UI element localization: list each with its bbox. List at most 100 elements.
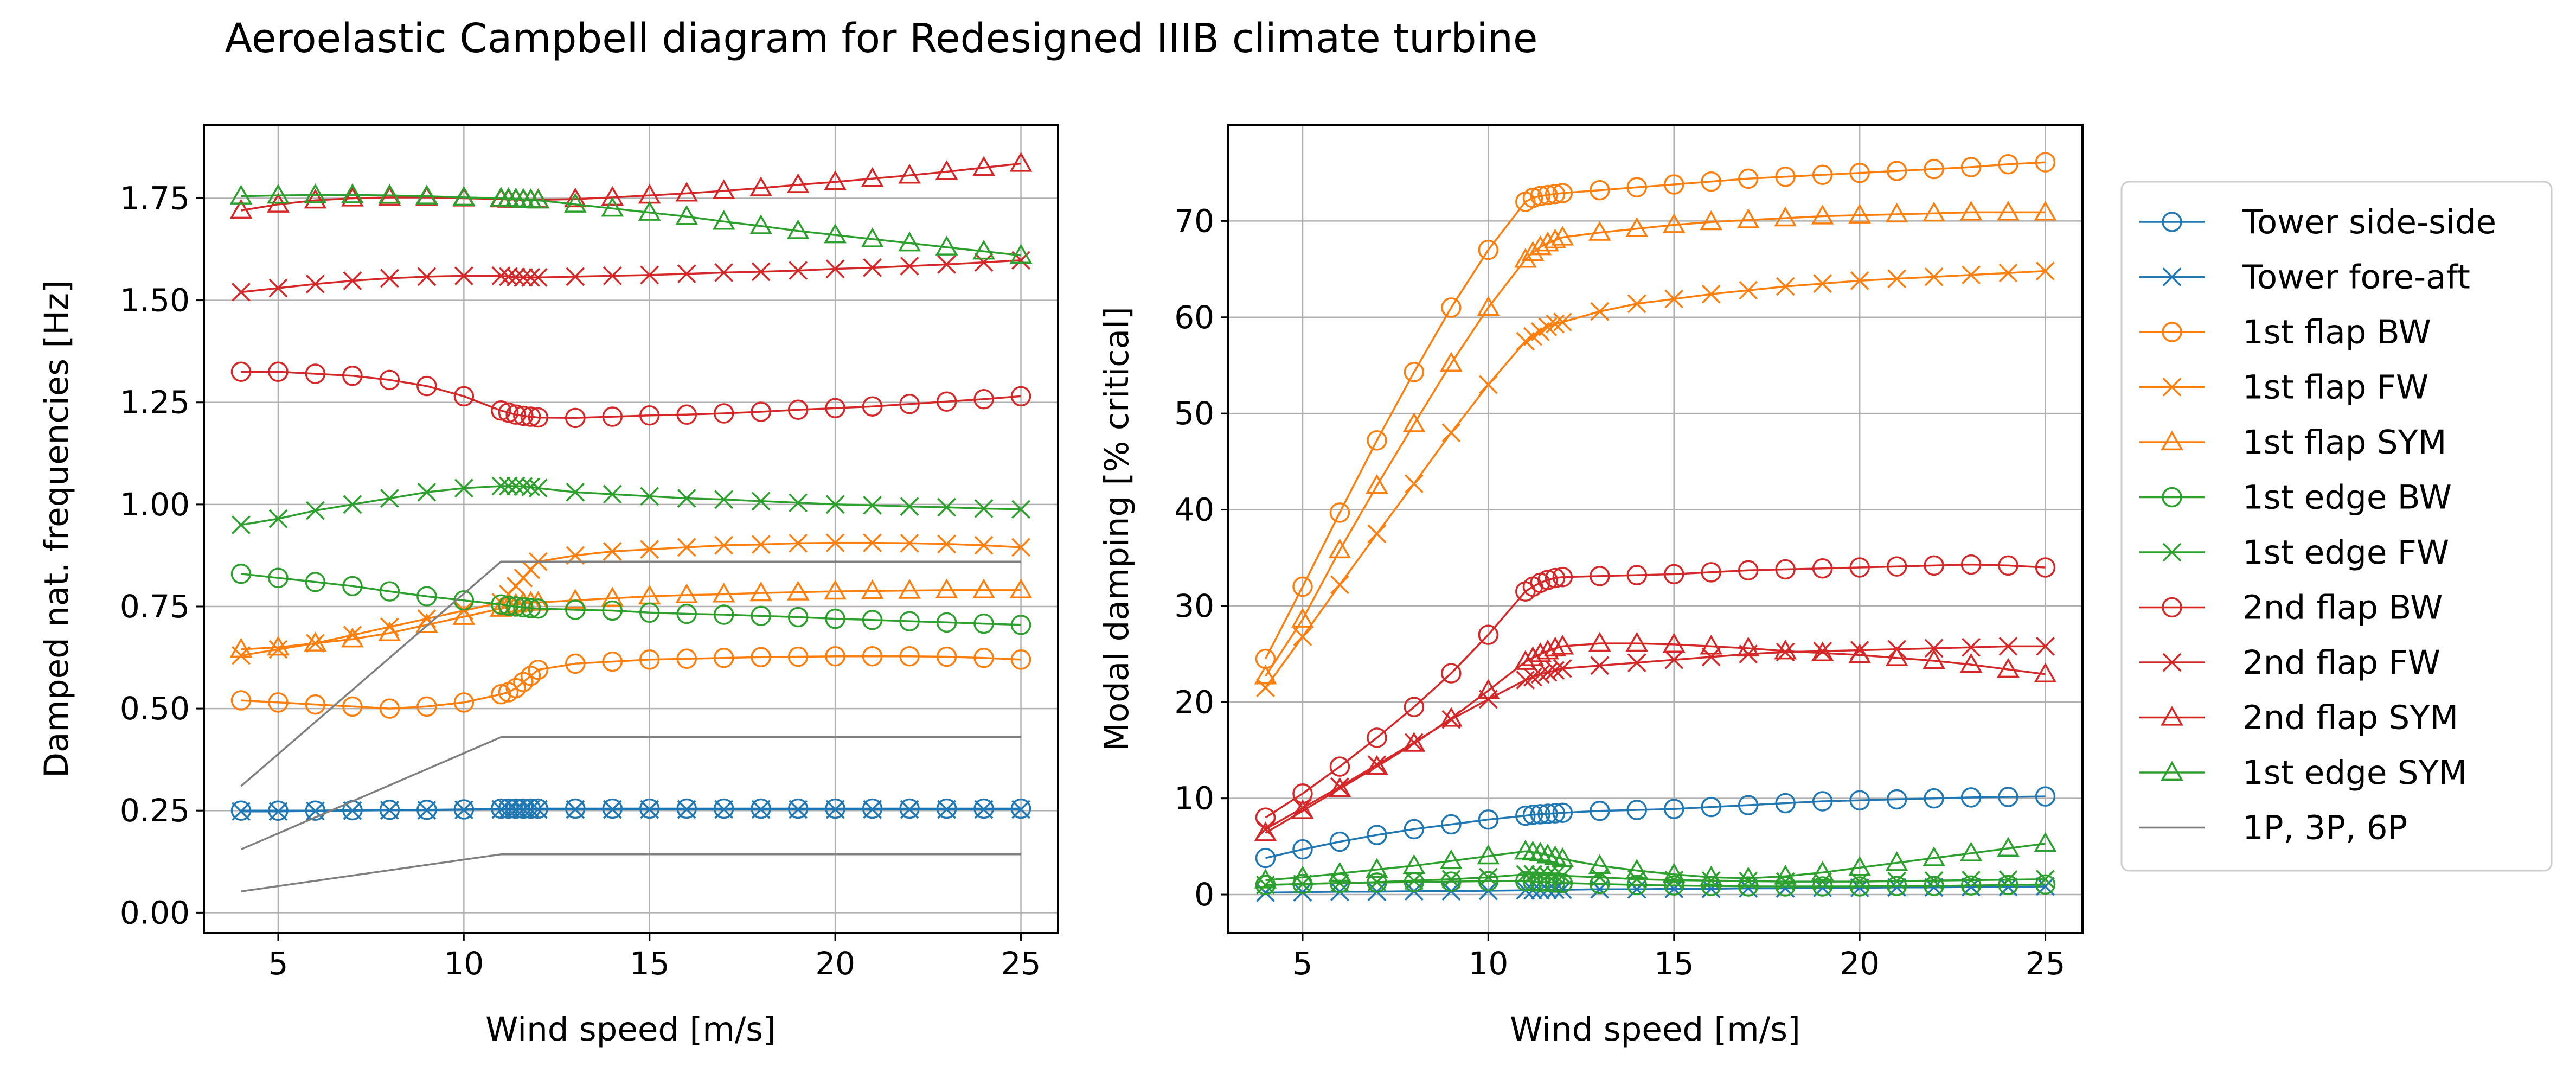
damping-plot-series-1st-flap-sym-point: [1923, 201, 1945, 222]
frequency-plot-series-1st-edge-bw-point: [565, 599, 586, 620]
damping-plot-series-2nd-flap-bw-point: [1545, 567, 1566, 589]
damping-plot-series-tower-side-side-point: [1886, 789, 1907, 810]
damping-plot-series-2nd-flap-sym-point: [1254, 821, 1277, 841]
frequency-plot-series-1st-edge-bw-point: [713, 604, 734, 625]
legend-entry-tower-side-side: Tower side-side: [2139, 203, 2496, 241]
legend-label: 2nd flap BW: [2242, 589, 2443, 627]
frequency-plot-series-1st-flap-sym: [229, 578, 1033, 658]
damping-plot-series-1st-edge-bw-point: [1886, 876, 1907, 896]
damping-plot-series-1st-flap-bw-point: [1329, 502, 1350, 523]
damping-plot-series-1st-flap-sym-point: [1254, 665, 1277, 685]
damping-plot-series-1st-flap-fw-point: [1776, 277, 1795, 296]
damping-plot-series-2nd-flap-fw-point: [1998, 637, 2018, 656]
damping-plot-series-1st-flap-bw-point: [2035, 152, 2056, 173]
damping-plot-series-1st-flap-sym-point: [1848, 203, 1871, 224]
frequency-plot-series-1st-flap-sym-point: [935, 578, 958, 599]
damping-plot-series-1st-edge-bw-point: [1590, 873, 1610, 895]
frequency-plot-series-1st-flap-bw-point: [453, 692, 475, 713]
frequency-plot-ticks: 5 10 15 20 25 0.00 0.25 0.50 0.75 1.00 1.25 1.50 1.7…: [120, 180, 1041, 982]
frequency-plot-series-1st-edge-fw-point: [521, 477, 540, 496]
frequency-plot-series-2nd-flap-fw-point: [751, 262, 771, 282]
damping-plot-series-1st-edge-sym-point: [1848, 856, 1871, 876]
damping-plot-series-tower-side-side-point: [1292, 839, 1313, 860]
frequency-plot-series-2nd-flap-sym-point: [675, 182, 699, 202]
frequency-plot-series-1st-edge-fw-point: [863, 495, 882, 515]
frequency-plot-series-2nd-flap-fw-point: [306, 275, 325, 293]
frequency-plot-series-tower-fore-aft-point: [714, 800, 734, 819]
damping-plot-series-1st-edge-sym-point: [1543, 845, 1567, 866]
frequency-plot-series-1st-edge-fw-point: [603, 484, 622, 504]
damping-plot-series-2nd-flap-bw-point: [2035, 557, 2056, 578]
frequency-plot-series-2nd-flap-bw-point: [498, 402, 519, 423]
legend-marker: [2162, 542, 2182, 562]
frequency-plot-series-1st-flap-sym-point: [1009, 578, 1033, 599]
damping-plot-series-1st-flap-sym-point: [1588, 221, 1611, 241]
frequency-plot-series-2nd-flap-fw-point: [974, 253, 994, 272]
damping-plot-series-2nd-flap-fw-point: [1516, 671, 1535, 690]
damping-plot-series-1st-flap-sym-point: [1551, 226, 1574, 246]
legend-label: 1st edge FW: [2242, 533, 2449, 572]
damping-plot-series-1st-edge-sym-point: [1885, 851, 1908, 871]
frequency-plot-series-1st-edge-bw-point: [602, 600, 623, 621]
damping-plot-series-2nd-flap-fw-point: [1701, 647, 1721, 667]
damping-plot: 5 10 15 20 25 0 10 20 30 40 50 60 70 Wind speed [m/s…: [1098, 124, 2084, 1049]
frequency-plot-series-1st-flap-fw-point: [825, 533, 845, 552]
damping-plot-series-1st-flap-sym-point: [1366, 474, 1388, 494]
frequency-plot-series-1st-flap-bw-line: [241, 655, 1021, 710]
frequency-plot-series-1st-flap-bw-point: [973, 648, 994, 668]
damping-plot-y-tick-label: 40: [1174, 492, 1214, 528]
frequency-plot-series-2nd-flap-fw-line: [241, 259, 1021, 293]
frequency-plot-series-1st-edge-fw-point: [751, 492, 771, 511]
damping-plot-series-1st-flap-sym-point: [1885, 202, 1908, 223]
legend-marker: [2162, 597, 2182, 618]
frequency-plot-x-tick-label: 10: [444, 945, 484, 982]
damping-plot-series-1st-edge-sym-point: [1521, 840, 1545, 861]
frequency-plot-series-2nd-flap-bw-point: [899, 393, 920, 414]
damping-plot-series-2nd-flap-sym-point: [1997, 658, 2020, 678]
damping-plot-series-1st-flap-fw-point: [1850, 271, 1869, 290]
damping-plot-series-2nd-flap-bw-point: [1738, 560, 1759, 581]
frequency-plot-series-2nd-flap-fw-point: [825, 259, 845, 279]
frequency-plot-y-tick-label: 1.00: [120, 486, 190, 523]
frequency-plot-series-1st-edge-sym-point: [378, 183, 401, 204]
frequency-plot-series-2nd-flap-sym-point: [749, 176, 773, 196]
damping-plot-series-2nd-flap-sym-point: [1736, 636, 1760, 657]
damping-plot-series-1st-edge-fw-point: [1405, 871, 1424, 890]
damping-plot-series-1st-edge-bw-point: [1812, 876, 1833, 897]
frequency-plot-series-1st-flap-bw-point: [505, 678, 526, 699]
damping-plot-series-1st-flap-bw-point: [1367, 430, 1387, 451]
damping-plot-series-1st-edge-bw-point: [1998, 875, 2018, 896]
damping-plot-y-axis-label: Modal damping [% critical]: [1098, 307, 1136, 751]
frequency-plot-series-1st-edge-fw-point: [454, 478, 473, 498]
frequency-plot-series-2nd-flap-bw-point: [565, 407, 586, 429]
frequency-plot-series-1st-edge-fw-point: [232, 515, 251, 534]
damping-plot-series-1st-edge-fw-point: [1998, 870, 2018, 889]
frequency-plot-x-tick-label: 5: [268, 945, 289, 982]
damping-plot-series-2nd-flap-bw-point: [1367, 727, 1387, 748]
frequency-plot-series-1st-edge-sym-point: [786, 219, 810, 239]
frequency-plot-series-1st-flap-bw-point: [528, 659, 549, 680]
damping-plot-series-tower-side-side-point: [1404, 819, 1425, 840]
frequency-plot-series-2nd-flap-bw-point: [513, 405, 534, 426]
damping-plot-series-1st-edge-bw-point: [1478, 871, 1499, 891]
damping-plot-series-2nd-flap-bw-point: [1886, 556, 1907, 577]
frequency-plot-series-tower-fore-aft-point: [232, 802, 251, 821]
frequency-plot-series-2nd-flap-bw-point: [602, 406, 623, 427]
frequency-plot-series-1st-edge-bw-point: [305, 572, 326, 592]
frequency-plot-series-1st-flap-fw-line: [241, 541, 1021, 657]
frequency-plot-series-1st-flap-bw-point: [379, 698, 400, 719]
frequency-plot-series-1st-edge-bw-point: [520, 598, 541, 618]
frequency-plot-series-harmonic-13-line: [240, 560, 1021, 787]
frequency-plot-series-2nd-flap-fw-point: [417, 267, 437, 286]
frequency-plot-y-tick-label: 0.25: [120, 792, 190, 829]
frequency-plot-series-1st-edge-fw-point: [566, 482, 585, 502]
damping-plot-series-1st-flap-sym-point: [1959, 201, 1983, 221]
damping-plot-series-1st-flap-bw-point: [1537, 184, 1558, 206]
damping-plot-series-tower-side-side-point: [1849, 790, 1870, 810]
frequency-plot-series-1st-edge-sym-point: [563, 193, 587, 213]
damping-plot-series-1st-flap-fw-point: [1590, 302, 1610, 321]
legend-label: 1st edge BW: [2242, 478, 2452, 517]
frequency-plot-series-1st-flap-sym-point: [786, 580, 810, 601]
frequency-plot-series-1st-flap-bw-point: [899, 646, 920, 667]
frequency-plot-series-2nd-flap-bw-point: [676, 404, 697, 425]
